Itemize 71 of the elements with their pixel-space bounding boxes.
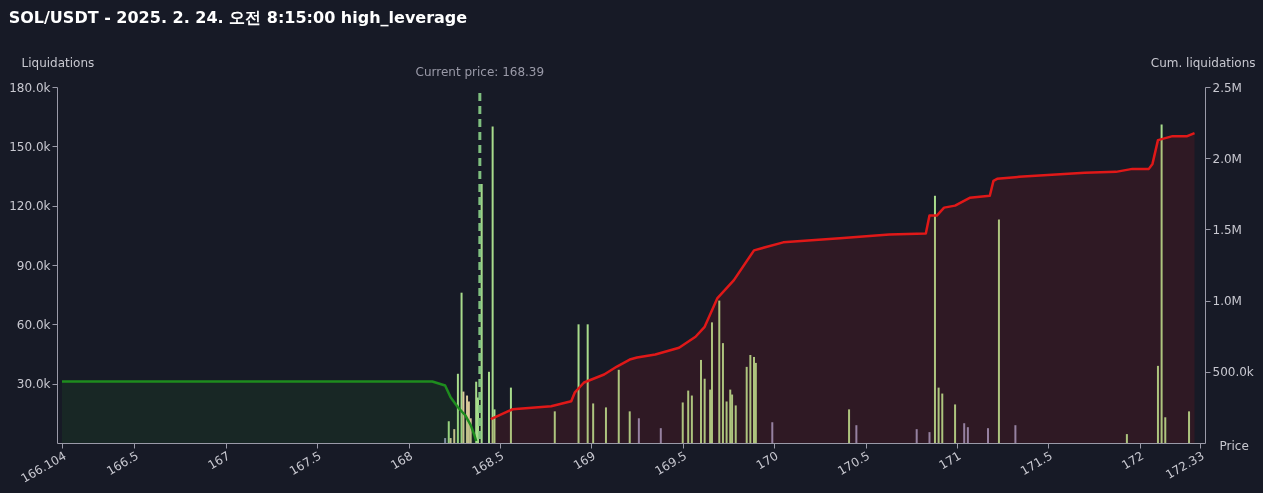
bar xyxy=(690,395,693,443)
bar xyxy=(721,343,724,443)
bar xyxy=(487,371,490,443)
bar xyxy=(480,183,483,443)
bar xyxy=(749,354,752,443)
bar xyxy=(462,391,465,443)
y2-tick-label: 1.5M xyxy=(1212,222,1242,237)
bar xyxy=(681,402,684,443)
x-tick-label: 171 xyxy=(936,448,964,473)
y2-axis-title: Cum. liquidations xyxy=(1150,55,1256,70)
bar xyxy=(577,324,580,443)
bar xyxy=(592,403,595,443)
bar xyxy=(687,390,690,443)
bar xyxy=(509,387,512,443)
x-tick-label: 167 xyxy=(205,448,233,473)
bar xyxy=(710,322,713,443)
bar xyxy=(637,418,640,443)
bar xyxy=(1160,124,1163,443)
bar xyxy=(604,407,607,443)
bar xyxy=(966,427,969,443)
bar xyxy=(963,423,966,443)
y-tick-label: 120.0k xyxy=(9,199,51,214)
ref-line-label: Current price: 168.39 xyxy=(415,65,545,79)
bar xyxy=(771,422,774,443)
bar xyxy=(456,373,459,443)
y-tick-label: 60.0k xyxy=(16,317,51,332)
x-tick-label: 170 xyxy=(753,448,781,473)
y2-tick-label: 2.0M xyxy=(1212,151,1242,166)
bar xyxy=(1188,411,1191,443)
y-tick-label: 30.0k xyxy=(16,377,51,392)
bar xyxy=(933,195,936,443)
bar xyxy=(491,126,494,443)
bar xyxy=(753,356,756,443)
y2-tick-label: 500.0k xyxy=(1212,365,1254,380)
y-tick-label: 180.0k xyxy=(9,80,51,95)
bar xyxy=(453,429,456,443)
bar xyxy=(659,428,662,443)
x-tick-label: 172 xyxy=(1119,448,1147,473)
bar xyxy=(553,411,556,443)
x-tick-label: 169 xyxy=(571,448,598,473)
bar xyxy=(734,405,737,443)
bar xyxy=(718,300,721,443)
bar xyxy=(954,404,957,443)
bar xyxy=(729,389,732,443)
y2-tick-label: 2.5M xyxy=(1212,80,1242,95)
y-axis-title: Liquidations xyxy=(21,55,95,70)
bar xyxy=(700,359,703,443)
bar xyxy=(628,411,631,443)
bar xyxy=(1156,365,1159,443)
bar xyxy=(703,378,706,443)
bar xyxy=(617,369,620,443)
bar xyxy=(447,421,450,443)
x-axis-title: Price xyxy=(1219,438,1249,453)
y2-tick-label: 1.0M xyxy=(1212,294,1242,309)
bar xyxy=(937,387,940,443)
bar xyxy=(997,219,1000,443)
bar xyxy=(928,432,931,443)
bar xyxy=(986,428,989,443)
chart-title: SOL/USDT - 2025. 2. 24. 오전 8:15:00 high_leverage xyxy=(8,8,468,27)
bar xyxy=(855,425,858,443)
y-tick-label: 90.0k xyxy=(16,258,51,273)
bar xyxy=(915,429,918,443)
bar xyxy=(1014,425,1017,443)
bar xyxy=(731,394,734,443)
bar xyxy=(444,438,447,443)
bar xyxy=(1125,434,1128,443)
bar xyxy=(586,324,589,443)
bar xyxy=(475,381,478,443)
x-tick-label: 168 xyxy=(388,448,416,473)
bar xyxy=(848,409,851,443)
y-tick-label: 150.0k xyxy=(9,139,51,154)
